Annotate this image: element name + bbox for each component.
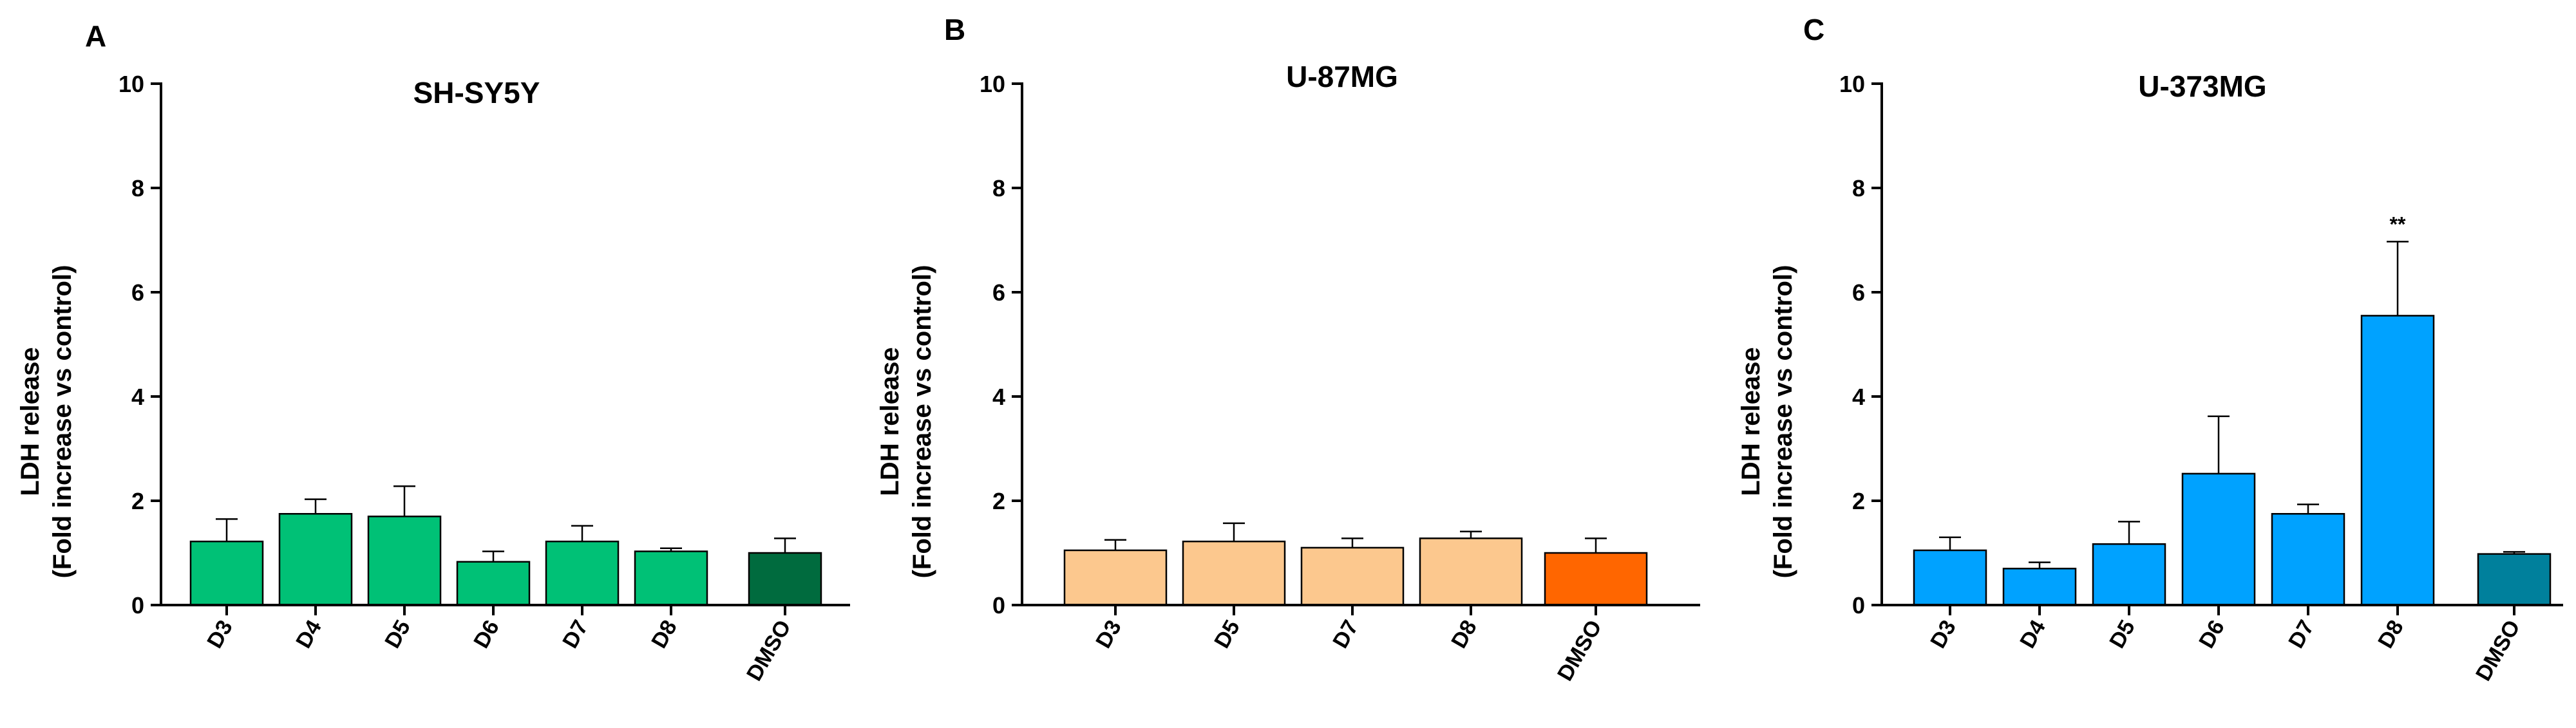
bars: [189, 485, 822, 606]
bar-d5: [2092, 543, 2166, 606]
chart-title: SH-SY5Y: [413, 76, 540, 109]
bars: [1063, 522, 1648, 606]
y-tick-label: 4: [131, 384, 144, 410]
bar-d8: [2360, 315, 2435, 606]
x-tick-label: D5: [380, 616, 415, 653]
bar-d7: [1300, 546, 1405, 606]
y-tick-label: 4: [1852, 384, 1865, 410]
x-axis: D3 D5 D7 D8 DMSO: [1091, 616, 1607, 685]
bar-d7: [2271, 513, 2345, 606]
x-tick-label: D6: [469, 616, 504, 653]
x-tick-label: D3: [1091, 616, 1126, 653]
y-axis-label-line2: (Fold increase vs control): [48, 265, 77, 579]
y-axis-label-line1: LDH release: [16, 347, 44, 496]
x-tick-label: DMSO: [2471, 616, 2525, 685]
y-tick-label: 8: [992, 175, 1005, 201]
x-tick-label: D3: [202, 616, 238, 653]
bar-d4: [2002, 568, 2077, 606]
x-tick-label: DMSO: [742, 616, 796, 685]
y-tick-label: 0: [1852, 592, 1865, 619]
x-axis: D3 D4 D5 D6 D7 D8 DMSO: [202, 616, 796, 685]
bars: **: [1913, 212, 2552, 606]
x-tick-label: D7: [558, 616, 593, 653]
x-tick-label: D3: [1926, 616, 1961, 653]
bar-d5: [367, 516, 442, 606]
bar-d7: [545, 540, 620, 606]
y-axis: 0 2 4 6 8 10: [1839, 71, 1865, 619]
y-tick-label: 8: [1852, 175, 1865, 201]
y-axis-label-line2: (Fold increase vs control): [1769, 265, 1797, 579]
panel-a: A SH-SY5Y LDH release (Fold increase vs …: [16, 19, 850, 685]
x-tick-label: D8: [1446, 616, 1482, 653]
panel-letter: A: [85, 19, 106, 53]
x-tick-label: D4: [291, 616, 327, 653]
y-axis-label-line2: (Fold increase vs control): [908, 265, 936, 579]
y-tick-label: 2: [992, 488, 1005, 514]
x-tick-label: D5: [2105, 616, 2140, 653]
y-axis-label-line1: LDH release: [876, 347, 904, 496]
bar-d3: [1063, 549, 1168, 606]
panel-c: C U-373MG LDH release (Fold increase vs …: [1737, 13, 2563, 685]
bar-d5: [1182, 540, 1286, 606]
y-axis: 0 2 4 6 8 10: [118, 71, 144, 619]
y-tick-label: 4: [992, 384, 1005, 410]
y-axis: 0 2 4 6 8 10: [980, 71, 1005, 619]
y-tick-label: 0: [992, 592, 1005, 619]
y-tick-label: 10: [980, 71, 1005, 97]
bar-d6: [456, 561, 531, 606]
y-tick-label: 2: [1852, 488, 1865, 514]
panel-letter: C: [1803, 13, 1824, 46]
x-axis: D3 D4 D5 D6 D7 D8 DMSO: [1926, 616, 2525, 685]
bar-d8: [634, 550, 708, 606]
bar-d3: [1913, 549, 1987, 606]
y-axis-label-line1: LDH release: [1737, 347, 1765, 496]
y-tick-label: 2: [131, 488, 144, 514]
y-tick-label: 0: [131, 592, 144, 619]
x-tick-label: D5: [1209, 616, 1245, 653]
bar-d4: [278, 513, 353, 606]
x-tick-label: D7: [2284, 616, 2319, 653]
y-tick-label: 6: [131, 279, 144, 306]
y-tick-label: 10: [118, 71, 144, 97]
chart-title: U-373MG: [2138, 70, 2266, 103]
chart-title: U-87MG: [1286, 60, 1398, 93]
x-tick-label: D6: [2194, 616, 2230, 653]
bar-d3: [189, 540, 264, 606]
y-tick-label: 6: [1852, 279, 1865, 306]
x-tick-label: D4: [2015, 616, 2050, 653]
bar-dmso: [748, 552, 822, 606]
y-tick-label: 6: [992, 279, 1005, 306]
x-tick-label: D7: [1328, 616, 1363, 653]
x-tick-label: DMSO: [1553, 616, 1607, 685]
x-tick-label: D8: [2373, 616, 2409, 653]
y-tick-label: 8: [131, 175, 144, 201]
significance-label: **: [2390, 212, 2406, 236]
bar-dmso: [2477, 553, 2552, 606]
x-tick-label: D8: [647, 616, 682, 653]
panel-letter: B: [944, 13, 965, 46]
bar-d8: [1419, 537, 1523, 606]
panel-b: B U-87MG LDH release (Fold increase vs c…: [876, 13, 1700, 685]
bar-d6: [2181, 472, 2256, 606]
y-tick-label: 10: [1839, 71, 1865, 97]
bar-dmso: [1544, 552, 1648, 606]
